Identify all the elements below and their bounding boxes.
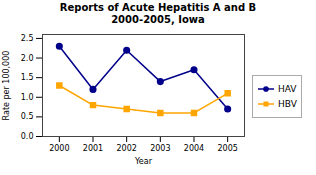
svg-text:2002: 2002	[116, 144, 136, 153]
svg-text:2000: 2000	[49, 144, 69, 153]
svg-text:1.0: 1.0	[21, 93, 34, 102]
html-text:Reports of Acute Hepatitis A a: Reports of Acute Hepatitis A and B 2000-…	[59, 2, 257, 25]
svg-text:2001: 2001	[83, 144, 103, 153]
svg-text:0.0: 0.0	[21, 132, 34, 141]
svg-text:0.5: 0.5	[21, 112, 34, 121]
html-text:HAV: HAV	[278, 83, 297, 94]
svg-text:Year: Year	[134, 157, 153, 166]
svg-text:2.5: 2.5	[21, 34, 34, 43]
svg-text:2005: 2005	[217, 144, 237, 153]
svg-text:2.0: 2.0	[21, 54, 34, 63]
svg-text:Rate per 100,000: Rate per 100,000	[2, 51, 11, 121]
svg-text:2003: 2003	[150, 144, 170, 153]
svg-text:2004: 2004	[184, 144, 204, 153]
svg-text:1.5: 1.5	[21, 73, 34, 82]
html-text:HBV: HBV	[278, 98, 297, 109]
